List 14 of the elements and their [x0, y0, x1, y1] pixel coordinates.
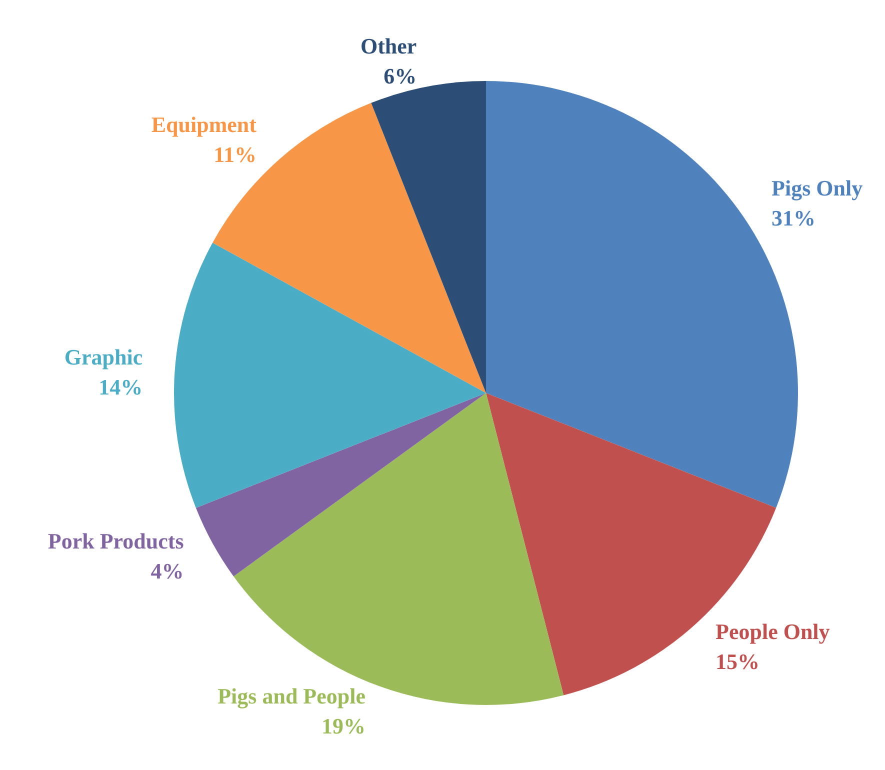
data-label: 4% [150, 558, 184, 584]
slice-label: Pigs Only [772, 176, 863, 201]
data-label: 14% [98, 374, 143, 400]
data-label: 31% [772, 206, 816, 231]
data-label: 11% [214, 142, 256, 167]
slice-label: Pigs and People [218, 684, 366, 709]
data-label: 19% [322, 714, 366, 739]
data-label: 15% [716, 649, 760, 674]
data-label: 6% [384, 63, 417, 88]
slice-label: Graphic [64, 344, 143, 370]
slice-label: People Only [716, 619, 830, 644]
slice-label: Pork Products [48, 528, 184, 554]
slice-label: Other [360, 33, 417, 58]
slice-label: Equipment [151, 112, 258, 137]
